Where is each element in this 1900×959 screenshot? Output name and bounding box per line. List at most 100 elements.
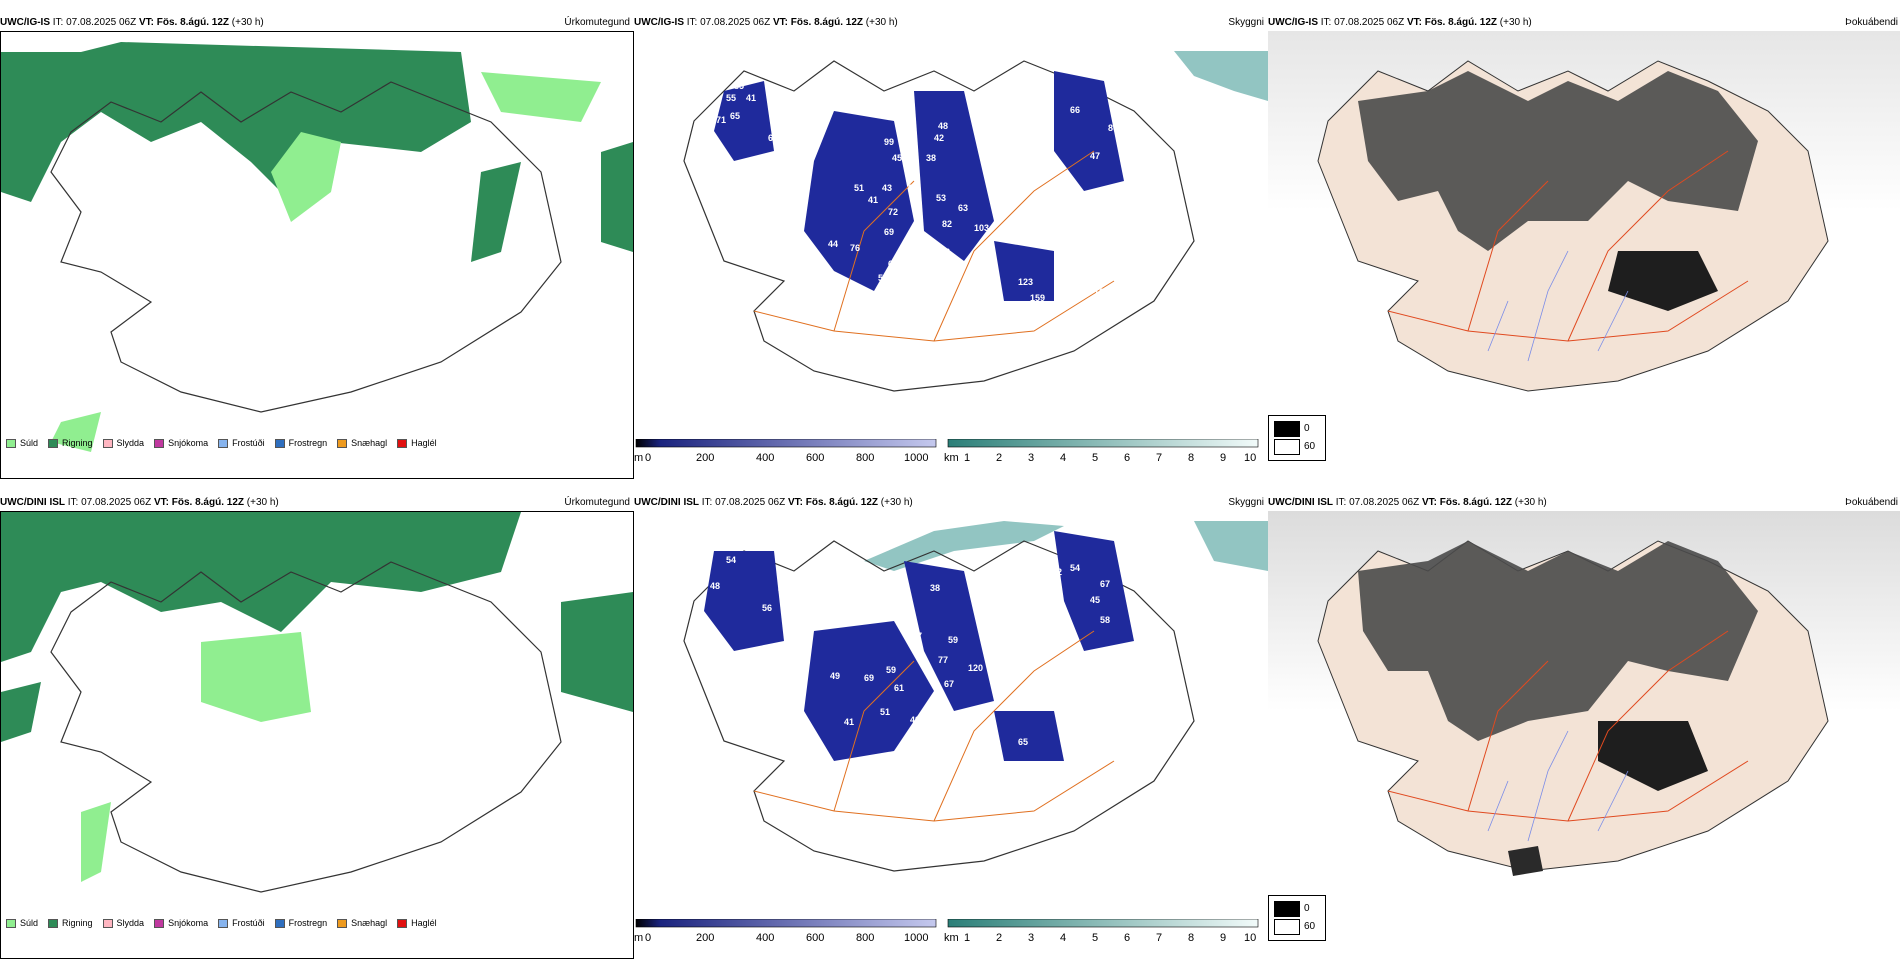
snow-label: 76 [850, 243, 860, 253]
snow-label: 42 [934, 133, 944, 143]
vis-tick: 1 [964, 452, 970, 464]
snow-label: 47 [1090, 151, 1100, 161]
precip-legend: Súld Rigning Slydda Snjókoma Frostúði Fr… [6, 438, 437, 448]
snow-label: 103 [974, 223, 989, 233]
row1-visibility-panel: UWC/IG-IS IT: 07.08.2025 06Z VT: Fös. 8.… [634, 17, 1268, 467]
legend-swatch [102, 918, 113, 928]
snow-label: 85 [734, 81, 744, 91]
vis-unit: km [944, 452, 959, 464]
fog-dark-area [1608, 251, 1718, 311]
snow-label: 43 [1134, 613, 1144, 623]
rain-area [561, 592, 633, 712]
product-label: Úrkomutegund [564, 497, 630, 508]
legend-item: Snjókoma [154, 438, 208, 448]
vis-tick: 8 [1188, 932, 1194, 944]
fog-legend-swatch-white [1274, 919, 1300, 935]
snow-depth-colorbar-svg: m 0 200 400 600 800 1000 [634, 919, 937, 944]
snow-area [714, 81, 774, 161]
vis-tick: 5 [1092, 452, 1098, 464]
snow-depth-colorbar: m 0 200 400 600 800 1000 [634, 919, 954, 945]
snow-label: 67 [908, 183, 918, 193]
snow-label: 51 [854, 183, 864, 193]
vis-tick: 4 [1060, 932, 1066, 944]
legend-swatch [154, 438, 165, 448]
legend-swatch [102, 438, 113, 448]
row1-precip-panel: UWC/IG-IS IT: 07.08.2025 06Z VT: Fös. 8.… [0, 17, 634, 479]
snow-label: 48 [710, 581, 720, 591]
legend-swatch [6, 918, 16, 928]
vis-tick: 9 [1220, 452, 1226, 464]
fog-legend-label: 0 [1304, 423, 1310, 434]
snow-label: 41 [844, 717, 854, 727]
snow-label: 40 [974, 115, 984, 125]
snow-label: 71 [716, 115, 726, 125]
legend-item: Snjókoma [154, 918, 208, 928]
legend-item: Slydda [102, 438, 144, 448]
fog-legend-frame [1268, 895, 1326, 941]
snow-label: 55 [726, 93, 736, 103]
visibility-colorbar-svg: km 1 2 3 4 5 6 7 8 9 10 [944, 439, 1259, 464]
legend-item: Snæhagl [337, 438, 387, 448]
rain-area [1, 682, 41, 742]
legend-item: Rigning [48, 918, 93, 928]
snow-label: 59 [886, 665, 896, 675]
snow-label: 50 [878, 273, 888, 283]
snow-label: 45 [892, 153, 902, 163]
vis-teal-area [864, 521, 1064, 571]
snow-label: 57 [912, 631, 922, 641]
drizzle-area [481, 72, 601, 122]
legend-item: Slydda [102, 918, 144, 928]
iceland-outline [50, 81, 562, 413]
snow-label: 59 [948, 635, 958, 645]
snow-label: 41 [868, 195, 878, 205]
snow-label: 120 [968, 663, 983, 673]
vis-tick: 3 [1028, 452, 1034, 464]
fog-dark-area [1508, 846, 1543, 876]
fog-legend-label: 60 [1304, 441, 1316, 452]
legend-swatch [48, 438, 59, 448]
snow-unit: m [634, 452, 643, 464]
row1-fog-panel: UWC/IG-IS IT: 07.08.2025 06Z VT: Fös. 8.… [1268, 17, 1900, 467]
precip-map-svg [1, 512, 633, 893]
fog-legend-swatch-black [1274, 421, 1300, 437]
panel-title: UWC/DINI ISL IT: 07.08.2025 06Z VT: Fös.… [1268, 497, 1547, 508]
snow-tick: 600 [806, 452, 824, 464]
snow-tick: 400 [756, 452, 774, 464]
snow-label: 38 [930, 583, 940, 593]
snow-label: 72 [888, 207, 898, 217]
snow-label: 65 [730, 111, 740, 121]
snow-label: 49 [910, 715, 920, 725]
snow-label: 59 [916, 281, 926, 291]
snow-label: 97 [732, 533, 742, 543]
vis-tick: 7 [1156, 452, 1162, 464]
iceland-outline [683, 540, 1195, 872]
visibility-map-svg: 97 54 48 69 56 51 44 38 61 62 54 67 45 5… [683, 521, 1268, 872]
fog-legend: 0 60 [1268, 415, 1328, 461]
legend-item: Frostúði [218, 918, 265, 928]
vis-tick: 6 [1124, 932, 1130, 944]
legend-swatch [337, 438, 348, 448]
snow-label: 44 [892, 603, 902, 613]
legend-swatch [274, 438, 285, 448]
panel-title: UWC/DINI ISL IT: 07.08.2025 06Z VT: Fös.… [634, 497, 913, 508]
snow-tick: 0 [645, 452, 651, 464]
product-label: Úrkomutegund [564, 17, 630, 28]
legend-swatch [218, 918, 229, 928]
vis-tick: 7 [1156, 932, 1162, 944]
snow-label: 56 [762, 603, 772, 613]
product-label: Skyggni [1228, 17, 1264, 28]
snow-label: 117 [1082, 753, 1097, 763]
fog-dark-area [1598, 721, 1708, 791]
snow-tick: 800 [856, 932, 874, 944]
legend-swatch [6, 438, 16, 448]
row2-visibility-panel: UWC/DINI ISL IT: 07.08.2025 06Z VT: Fös.… [634, 497, 1268, 947]
snow-label: 58 [1100, 615, 1110, 625]
legend-swatch [48, 918, 59, 928]
row2-precip-panel: UWC/DINI ISL IT: 07.08.2025 06Z VT: Fös.… [0, 497, 634, 959]
legend-swatch [397, 438, 408, 448]
fog-legend: 0 60 [1268, 895, 1328, 941]
snow-label: 49 [830, 671, 840, 681]
snow-unit: m [634, 932, 643, 944]
vis-tick: 2 [996, 452, 1002, 464]
snow-label: 66 [1070, 105, 1080, 115]
